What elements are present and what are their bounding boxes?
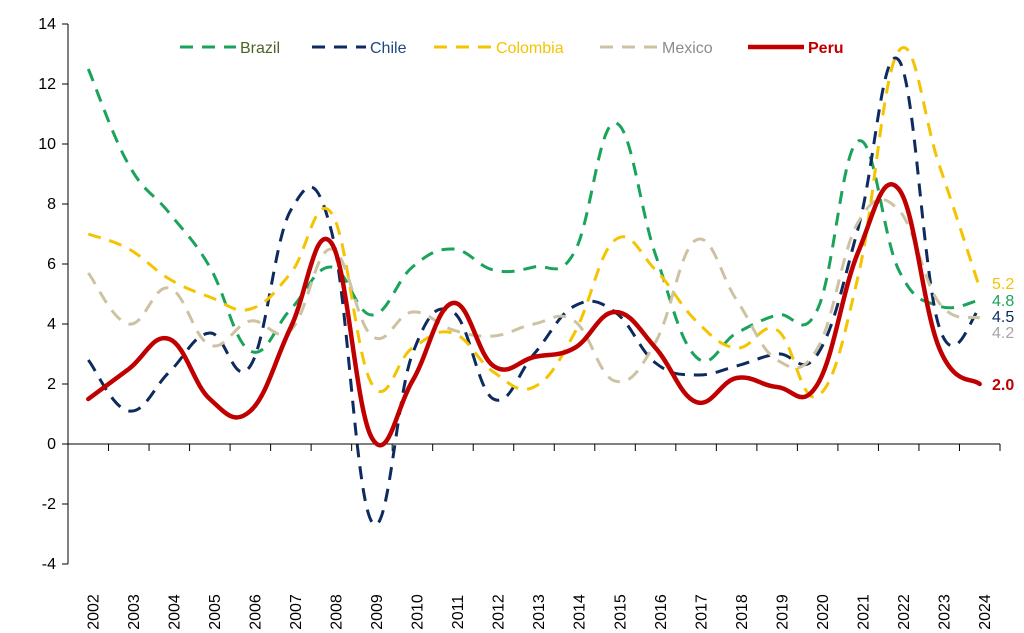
legend-label: Brazil (240, 40, 280, 57)
x-tick-label: 2019 (774, 594, 791, 630)
x-tick-label: 2017 (693, 594, 710, 630)
legend: Brazil Chile Colombia Mexico Peru (180, 40, 844, 57)
x-tick-label: 2004 (167, 594, 184, 630)
y-tick-label: 14 (38, 16, 56, 33)
end-label-mexico: 4.2 (992, 325, 1014, 342)
x-tick-label: 2014 (572, 594, 589, 630)
x-tick-label: 2002 (85, 594, 102, 630)
legend-item-mexico: Mexico (600, 40, 713, 57)
series-line-colombia (87, 46, 982, 399)
x-tick-label: 2020 (815, 594, 832, 630)
legend-label: Mexico (662, 40, 713, 57)
y-tick-label: 12 (38, 76, 56, 93)
x-tick-label: 2013 (531, 594, 548, 630)
legend-label: Peru (808, 40, 844, 57)
legend-item-colombia: Colombia (434, 40, 564, 57)
end-labels: 5.24.84.54.2 2.0 (992, 276, 1014, 394)
x-tick-label: 2015 (612, 594, 629, 630)
legend-label: Chile (370, 40, 407, 57)
x-tick-label: 2023 (936, 594, 953, 630)
y-tick-label: 8 (47, 196, 56, 213)
axes: -4 -2 0 2 4 6 8 10 12 14 2002 2003 2004 2005 2006 2007 2… (38, 16, 1001, 630)
series-lines (86, 46, 982, 527)
legend-label: Colombia (496, 40, 564, 57)
x-tick-label: 2018 (734, 594, 751, 630)
x-tick-label: 2003 (126, 594, 143, 630)
series-line-chile (87, 56, 981, 527)
end-label-colombia: 5.2 (992, 276, 1014, 293)
legend-item-chile: Chile (312, 40, 407, 57)
x-tick-label: 2009 (369, 594, 386, 630)
x-tick-label: 2011 (450, 595, 467, 630)
end-label-peru: 2.0 (992, 377, 1014, 394)
x-tick-label: 2007 (288, 594, 305, 630)
x-tick-label: 2021 (855, 594, 872, 630)
y-tick-label: -2 (42, 496, 56, 513)
series-line-peru (86, 182, 982, 448)
legend-item-brazil: Brazil (180, 40, 280, 57)
y-tick-label: 2 (47, 376, 56, 393)
x-tick-label: 2012 (491, 594, 508, 630)
x-tick-label: 2005 (207, 594, 224, 630)
y-tick-label: -4 (42, 556, 56, 573)
y-tick-label: 6 (47, 256, 56, 273)
y-tick-label: 0 (47, 436, 56, 453)
x-tick-label: 2022 (896, 594, 913, 630)
x-tick-label: 2010 (410, 594, 427, 630)
x-tick-label: 2008 (329, 594, 346, 630)
x-tick-label: 2024 (977, 594, 994, 630)
y-tick-label: 10 (38, 136, 56, 153)
x-tick-label: 2016 (653, 594, 670, 630)
x-tick-label: 2006 (248, 594, 265, 630)
legend-item-peru: Peru (748, 40, 844, 57)
end-label-brazil: 4.8 (992, 293, 1014, 310)
y-tick-label: 4 (47, 316, 56, 333)
end-label-chile: 4.5 (992, 309, 1014, 326)
series-line-mexico (87, 197, 981, 384)
series-line-brazil (86, 68, 981, 363)
